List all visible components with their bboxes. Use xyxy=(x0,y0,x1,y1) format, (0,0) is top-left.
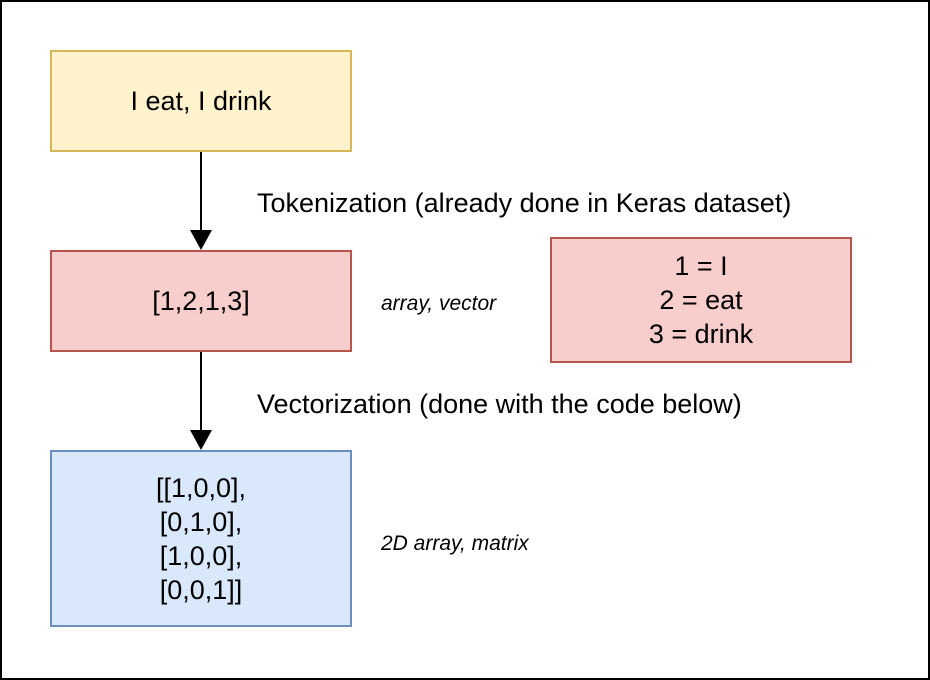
input-sentence-box: I eat, I drink xyxy=(50,50,352,152)
vocab-entry: 2 = eat xyxy=(659,285,743,315)
matrix-row: [[1,0,0], xyxy=(155,472,247,503)
matrix-note: 2D array, matrix xyxy=(381,532,529,555)
matrix-row: [0,0,1]] xyxy=(159,574,243,605)
token-array-note: array, vector xyxy=(381,292,497,315)
matrix-row: [1,0,0], xyxy=(159,540,243,571)
vectorization-label: Vectorization (done with the code below) xyxy=(257,389,742,419)
token-array-box: [1,2,1,3] xyxy=(50,250,352,352)
input-sentence-text: I eat, I drink xyxy=(130,85,272,116)
vectorization-arrow xyxy=(190,352,212,450)
tokenization-arrow xyxy=(190,152,212,250)
matrix-row: [0,1,0], xyxy=(159,506,243,537)
vocab-entry: 1 = I xyxy=(674,251,728,281)
tokenization-label: Tokenization (already done in Keras data… xyxy=(257,188,792,218)
vocabulary-box: 1 = I 2 = eat 3 = drink xyxy=(550,237,852,363)
one-hot-matrix-box: [[1,0,0], [0,1,0], [1,0,0], [0,0,1]] xyxy=(50,450,352,627)
token-array-text: [1,2,1,3] xyxy=(152,285,250,316)
vocab-entry: 3 = drink xyxy=(648,319,754,349)
